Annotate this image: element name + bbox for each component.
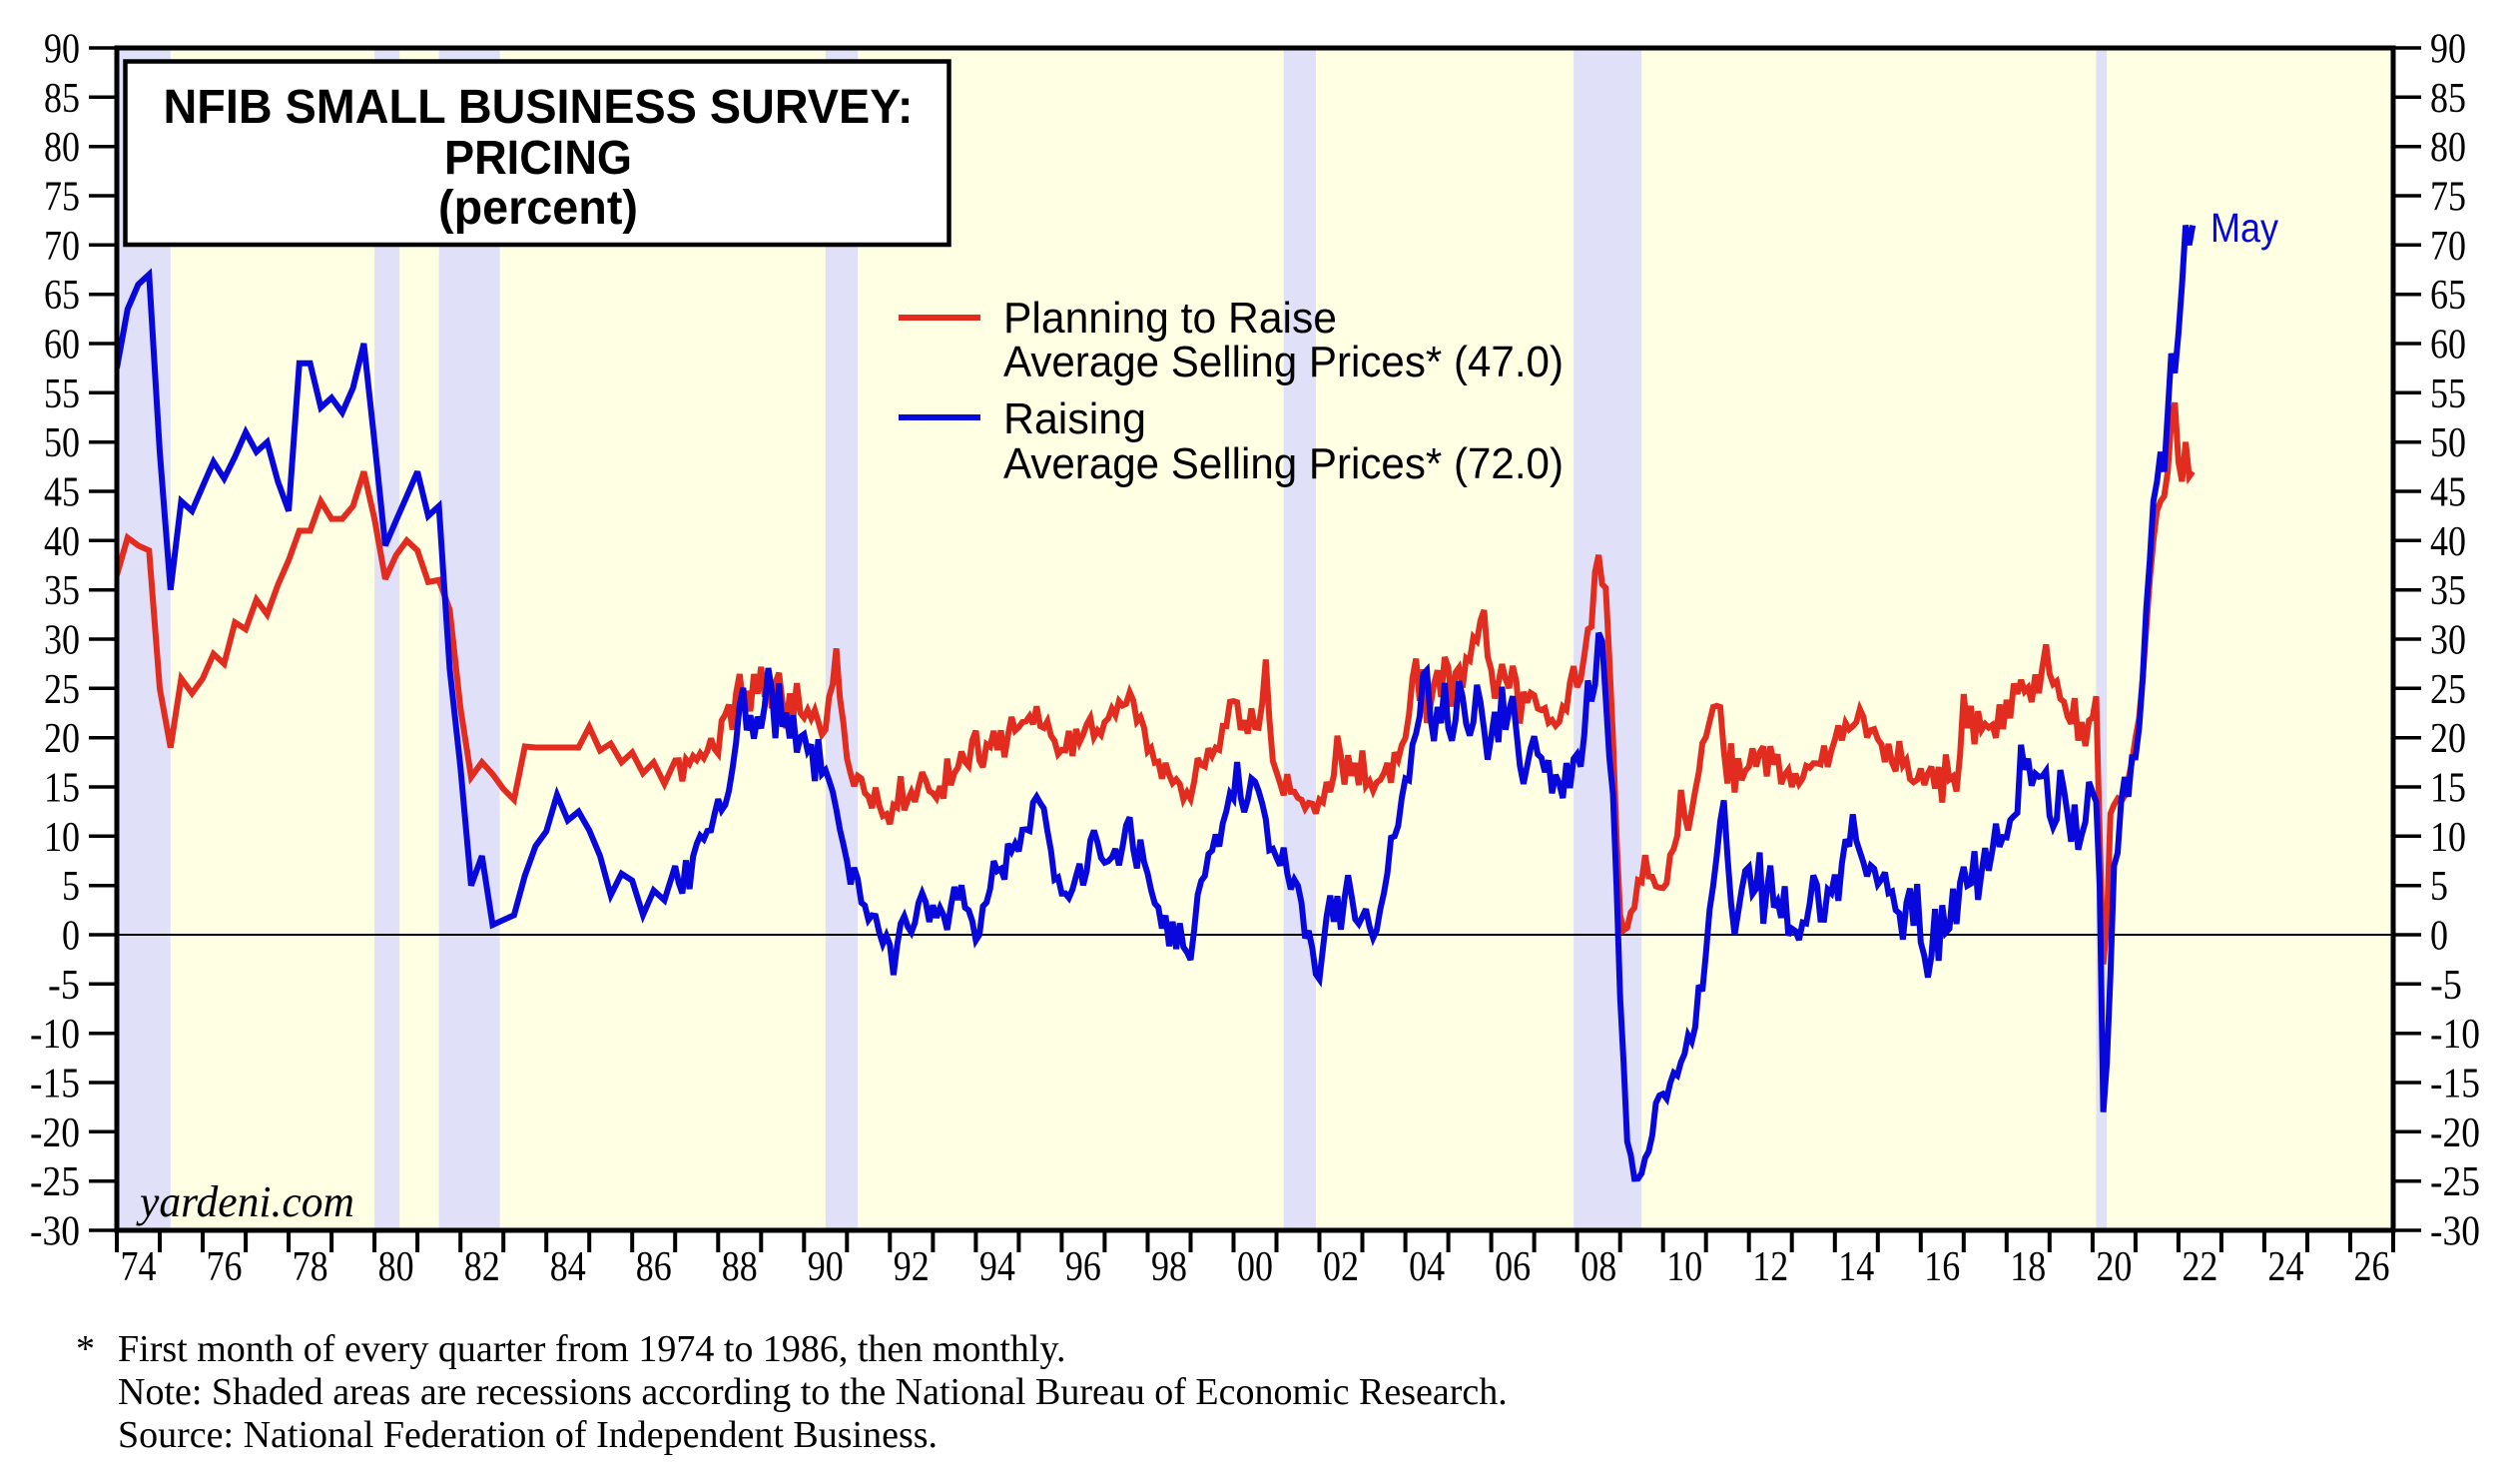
svg-text:78: 78 (293, 1244, 328, 1290)
svg-text:-5: -5 (48, 963, 80, 1009)
svg-text:80: 80 (378, 1244, 414, 1290)
svg-text:15: 15 (2430, 766, 2466, 812)
svg-text:65: 65 (44, 273, 80, 319)
svg-text:30: 30 (44, 618, 80, 664)
svg-text:55: 55 (44, 371, 80, 417)
svg-text:08: 08 (1580, 1244, 1616, 1290)
svg-text:5: 5 (62, 864, 80, 910)
svg-text:25: 25 (2430, 667, 2466, 713)
svg-text:30: 30 (2430, 618, 2466, 664)
svg-text:PRICING: PRICING (444, 131, 632, 185)
svg-text:*: * (76, 1328, 95, 1370)
svg-text:-15: -15 (2430, 1062, 2480, 1108)
svg-text:Source: National Federation of: Source: National Federation of Independe… (118, 1414, 938, 1456)
svg-text:Planning to Raise: Planning to Raise (1003, 294, 1337, 343)
svg-text:92: 92 (894, 1244, 930, 1290)
svg-text:70: 70 (2430, 224, 2466, 270)
svg-text:60: 60 (44, 323, 80, 369)
svg-text:14: 14 (1838, 1244, 1874, 1290)
svg-text:86: 86 (636, 1244, 672, 1290)
svg-text:76: 76 (207, 1244, 243, 1290)
svg-text:40: 40 (44, 519, 80, 565)
svg-text:Note: Shaded areas are recessi: Note: Shaded areas are recessions accord… (118, 1371, 1508, 1413)
svg-text:12: 12 (1752, 1244, 1788, 1290)
svg-text:90: 90 (2430, 27, 2466, 73)
svg-text:22: 22 (2182, 1244, 2217, 1290)
svg-text:16: 16 (1924, 1244, 1960, 1290)
svg-text:Average Selling Prices* (72.0): Average Selling Prices* (72.0) (1003, 439, 1564, 488)
svg-text:20: 20 (2430, 716, 2466, 762)
svg-text:45: 45 (2430, 470, 2466, 516)
svg-text:20: 20 (2096, 1244, 2132, 1290)
svg-text:First month of every quarter f: First month of every quarter from 1974 t… (118, 1328, 1066, 1370)
svg-text:90: 90 (808, 1244, 844, 1290)
svg-text:75: 75 (2430, 175, 2466, 221)
svg-text:20: 20 (44, 716, 80, 762)
svg-text:80: 80 (2430, 125, 2466, 171)
svg-text:(percent): (percent) (438, 181, 638, 235)
svg-text:90: 90 (44, 27, 80, 73)
svg-text:26: 26 (2354, 1244, 2390, 1290)
svg-text:-25: -25 (30, 1159, 80, 1205)
svg-text:94: 94 (979, 1244, 1015, 1290)
svg-text:02: 02 (1323, 1244, 1359, 1290)
svg-text:75: 75 (44, 175, 80, 221)
svg-text:04: 04 (1409, 1244, 1445, 1290)
svg-text:82: 82 (464, 1244, 500, 1290)
svg-text:15: 15 (44, 766, 80, 812)
svg-text:45: 45 (44, 470, 80, 516)
svg-text:85: 85 (44, 76, 80, 122)
svg-text:06: 06 (1495, 1244, 1531, 1290)
svg-text:80: 80 (44, 125, 80, 171)
svg-text:85: 85 (2430, 76, 2466, 122)
svg-text:65: 65 (2430, 273, 2466, 319)
svg-text:-15: -15 (30, 1062, 80, 1108)
svg-text:NFIB SMALL BUSINESS SURVEY:: NFIB SMALL BUSINESS SURVEY: (164, 80, 914, 134)
svg-text:10: 10 (2430, 815, 2466, 861)
svg-text:Average Selling Prices* (47.0): Average Selling Prices* (47.0) (1003, 338, 1564, 386)
svg-text:-30: -30 (2430, 1209, 2480, 1255)
svg-text:-10: -10 (30, 1012, 80, 1058)
svg-text:88: 88 (722, 1244, 758, 1290)
svg-text:5: 5 (2430, 864, 2448, 910)
svg-text:70: 70 (44, 224, 80, 270)
svg-text:50: 50 (2430, 420, 2466, 466)
svg-text:-30: -30 (30, 1209, 80, 1255)
svg-text:May: May (2210, 205, 2278, 251)
svg-text:98: 98 (1151, 1244, 1187, 1290)
svg-text:-5: -5 (2430, 963, 2462, 1009)
svg-text:40: 40 (2430, 519, 2466, 565)
svg-text:74: 74 (121, 1244, 157, 1290)
svg-text:-20: -20 (30, 1110, 80, 1156)
svg-text:Raising: Raising (1003, 394, 1146, 443)
svg-text:96: 96 (1065, 1244, 1101, 1290)
svg-text:55: 55 (2430, 371, 2466, 417)
svg-text:24: 24 (2268, 1244, 2304, 1290)
svg-text:10: 10 (1666, 1244, 1702, 1290)
svg-text:0: 0 (2430, 914, 2448, 960)
svg-text:-25: -25 (2430, 1159, 2480, 1205)
svg-text:35: 35 (44, 568, 80, 614)
svg-text:84: 84 (550, 1244, 586, 1290)
svg-text:35: 35 (2430, 568, 2466, 614)
svg-text:10: 10 (44, 815, 80, 861)
svg-text:25: 25 (44, 667, 80, 713)
svg-text:-20: -20 (2430, 1110, 2480, 1156)
svg-text:18: 18 (2010, 1244, 2046, 1290)
svg-text:50: 50 (44, 420, 80, 466)
svg-text:yardeni.com: yardeni.com (136, 1177, 354, 1226)
svg-text:00: 00 (1237, 1244, 1273, 1290)
svg-text:0: 0 (62, 914, 80, 960)
svg-text:-10: -10 (2430, 1012, 2480, 1058)
svg-text:60: 60 (2430, 323, 2466, 369)
